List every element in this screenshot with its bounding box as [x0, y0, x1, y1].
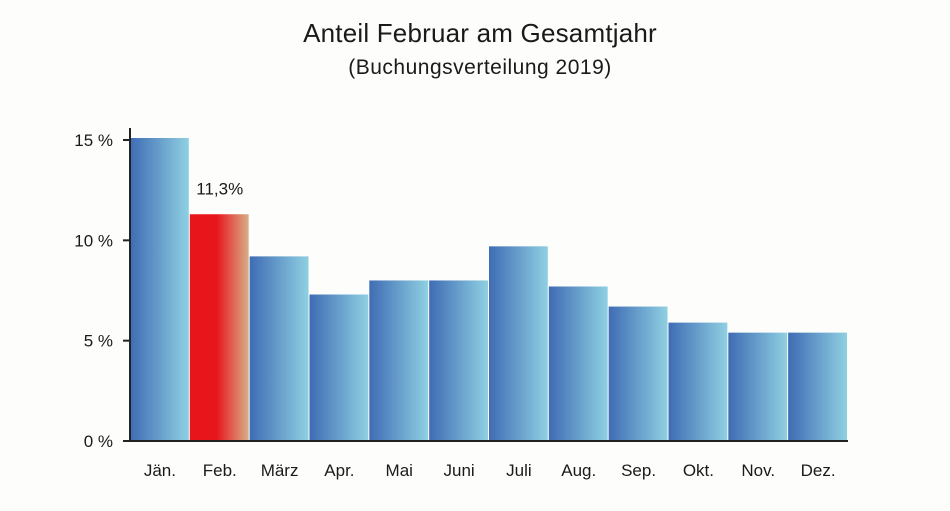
category-label: Nov. — [741, 461, 775, 480]
bar-juni — [429, 280, 488, 441]
highlight-data-label: 11,3% — [196, 179, 243, 198]
chart-subtitle: (Buchungsverteilung 2019) — [348, 56, 612, 79]
bar-jän — [130, 137, 189, 442]
category-label: Sep. — [621, 461, 656, 480]
chart-title: Anteil Februar am Gesamtjahr — [303, 18, 657, 48]
category-label: Juli — [506, 461, 532, 480]
category-label: Dez. — [801, 461, 836, 480]
category-label: Mai — [386, 461, 413, 480]
y-tick-label: 0 % — [84, 432, 113, 451]
category-label: März — [261, 461, 299, 480]
y-tick-label: 10 % — [74, 231, 113, 250]
bar-märz — [249, 256, 309, 441]
category-label: Aug. — [561, 461, 596, 480]
category-label: Okt. — [683, 461, 714, 480]
bar-mai — [369, 280, 429, 441]
bar-dez — [788, 332, 847, 441]
bar-feb — [189, 214, 249, 441]
category-label: Apr. — [324, 461, 354, 480]
category-label: Feb. — [203, 461, 237, 480]
bar-apr — [309, 294, 369, 441]
bar-okt — [668, 322, 728, 441]
bar-juli — [489, 246, 548, 441]
bar-sep — [608, 306, 668, 441]
category-label: Juni — [443, 461, 474, 480]
bar-nov — [728, 332, 788, 441]
bar-aug — [548, 286, 608, 441]
y-tick-label: 5 % — [84, 332, 113, 351]
y-tick-label: 15 % — [74, 131, 113, 150]
category-label: Jän. — [144, 461, 176, 480]
